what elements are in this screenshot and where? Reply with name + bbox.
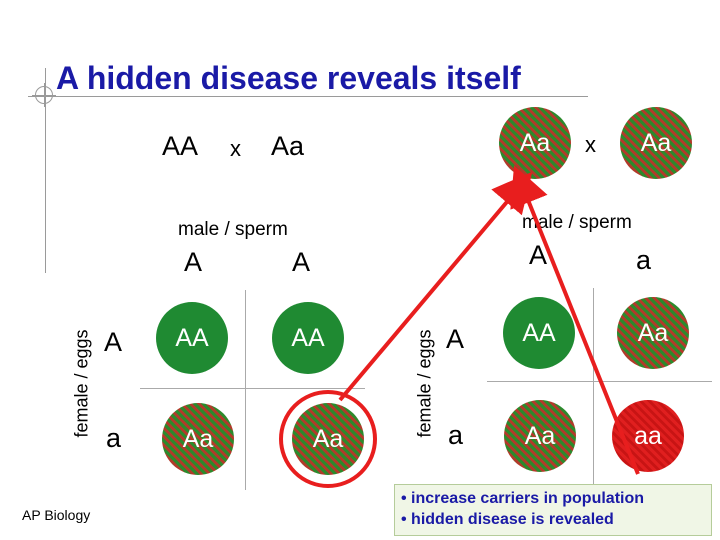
right-cell-AA: AA — [503, 297, 575, 369]
left-cell-Aa-1: Aa — [162, 403, 234, 475]
highlight-ring — [279, 390, 377, 488]
right-cross-parent-2: Aa — [620, 107, 692, 179]
right-col-allele-2: a — [636, 245, 652, 275]
left-row-allele-2: a — [106, 423, 122, 453]
bullet-item-2: • hidden disease is revealed — [401, 511, 614, 528]
left-cross-parent-2: Aa — [271, 131, 305, 161]
left-cell-AA-1: AA — [156, 302, 228, 374]
bullet-item-1: • increase carriers in population — [401, 490, 645, 507]
left-row-allele-1: A — [104, 327, 123, 357]
right-row-allele-1: A — [446, 324, 465, 354]
decorative-vertical-line — [45, 68, 46, 273]
right-grid-vertical — [593, 288, 594, 488]
left-cross-x: x — [230, 136, 241, 161]
bullet-box: • increase carriers in population • hidd… — [394, 484, 712, 536]
crosshair-icon — [32, 83, 56, 107]
arrow-to-parent — [338, 171, 533, 402]
right-cell-Aa-1: Aa — [617, 297, 689, 369]
footer-label: AP Biology — [22, 507, 91, 523]
right-cell-Aa-2: Aa — [504, 400, 576, 472]
left-grid-horizontal — [140, 388, 365, 389]
slide-title: A hidden disease reveals itself — [56, 60, 521, 96]
decorative-horizontal-line — [28, 96, 588, 97]
left-cross-parent-1: AA — [162, 131, 199, 161]
right-col-allele-1: A — [529, 240, 548, 270]
left-col-header: male / sperm — [178, 219, 288, 240]
right-row-allele-2: a — [448, 420, 464, 450]
left-cell-AA-2: AA — [272, 302, 344, 374]
left-col-allele-2: A — [292, 247, 311, 277]
right-cross-x: x — [585, 132, 596, 157]
left-grid-vertical — [245, 290, 246, 490]
arrow-from-aa — [510, 165, 640, 475]
right-col-header: male / sperm — [522, 212, 632, 233]
left-col-allele-1: A — [184, 247, 203, 277]
